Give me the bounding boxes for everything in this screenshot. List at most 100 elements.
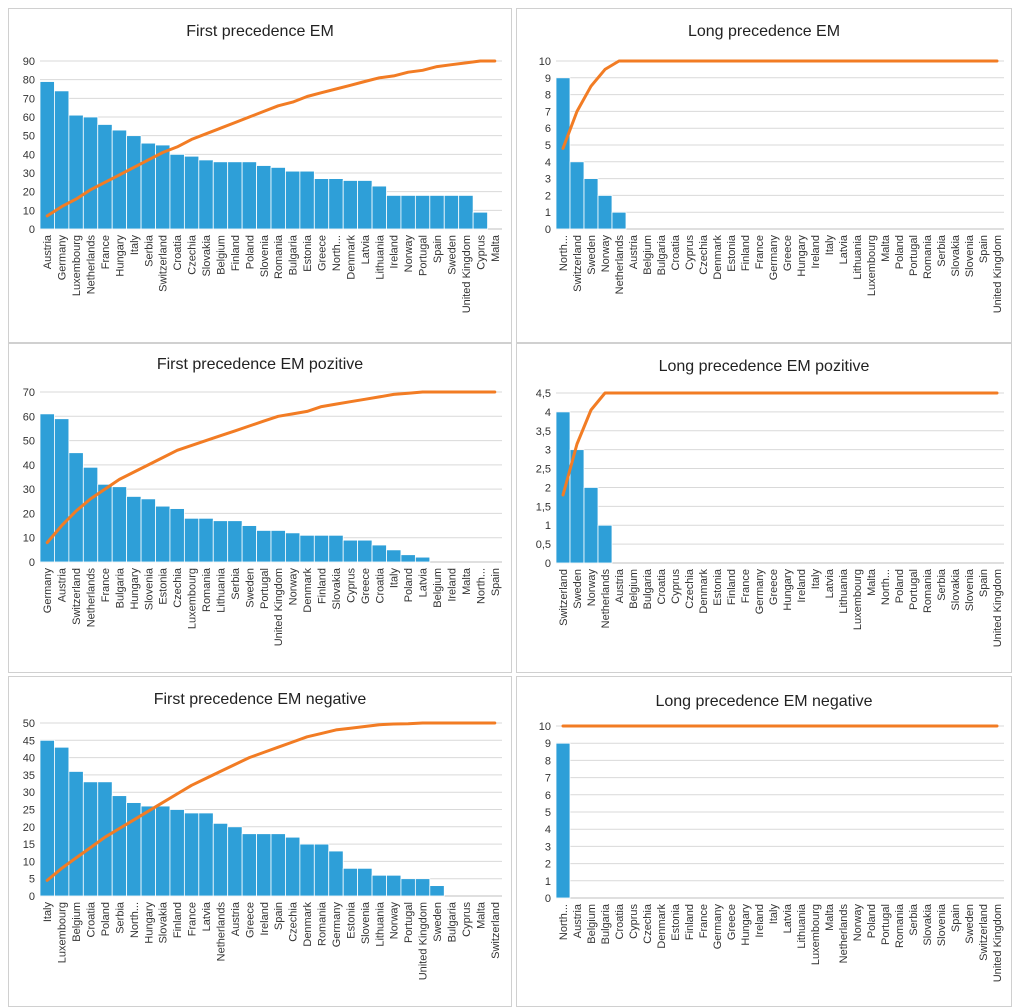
x-tick-label: Portugal [880, 904, 892, 945]
x-tick-label: Bulgaria [288, 234, 300, 275]
x-tick-label: Malta [880, 234, 892, 262]
x-tick-label: Czechia [288, 901, 300, 942]
x-tick-label: Romania [273, 234, 285, 279]
y-tick-label: 8 [545, 90, 551, 102]
x-tick-label: Switzerland [490, 902, 502, 959]
x-tick-label: Lithuania [216, 567, 228, 613]
y-tick-label: 20 [23, 508, 35, 520]
chart-title: Long precedence EM pozitive [659, 358, 870, 375]
x-tick-label: Latvia [782, 903, 794, 933]
bar [241, 833, 257, 897]
y-tick-label: 70 [23, 387, 35, 399]
bar [270, 166, 286, 230]
y-tick-label: 9 [545, 738, 551, 750]
bar [140, 805, 156, 897]
x-tick-label: Germany [42, 567, 54, 613]
bar [155, 505, 171, 563]
cumulative-line [561, 59, 999, 150]
x-tick-label: Finland [726, 569, 738, 605]
y-tick-label: 30 [23, 484, 35, 496]
x-tick-label: North... [558, 235, 570, 271]
x-tick-label: Netherlands [86, 567, 98, 627]
x-tick-label: Finland [317, 568, 329, 604]
y-tick-label: 10 [23, 856, 35, 868]
x-tick-label: Spain [273, 902, 285, 930]
bar [183, 812, 200, 897]
x-tick-label: Serbia [143, 234, 155, 267]
x-tick-label: Netherlands [600, 569, 612, 629]
chart-svg-first-em: First precedence EM 0 10 20 30 40 50 60 70 80 90 Au… [8, 8, 512, 343]
bar [256, 833, 272, 897]
x-tick-label: Latvia [824, 568, 836, 598]
x-tick-label: Austria [572, 903, 584, 938]
chart-panel-long-em-negative: Long precedence EM negative 0 1 2 3 4 5 6 7 8 9 10 N… [516, 676, 1012, 1007]
x-tick-label: Greece [726, 904, 738, 940]
bar [583, 487, 599, 564]
x-tick-label: Estonia [302, 234, 314, 272]
x-tick-label: Malta [824, 903, 836, 931]
x-tick-label: Belgium [71, 902, 83, 942]
bar [169, 508, 185, 563]
bar [371, 544, 387, 563]
x-tick-label: Luxembourg [187, 568, 199, 629]
x-tick-label: Poland [244, 235, 256, 269]
x-tick-label: Cyprus [475, 234, 487, 269]
y-tick-label: 0 [545, 893, 551, 905]
y-tick-label: 1,5 [536, 501, 551, 513]
chart-title: Long precedence EM negative [655, 693, 872, 710]
y-tick-label: 30 [23, 787, 35, 799]
x-tick-label: Hungary [114, 234, 126, 276]
bar [357, 867, 373, 897]
x-tick-label: Denmark [302, 568, 314, 613]
x-tick-label: Austria [42, 234, 54, 269]
x-tick-label: Slovakia [158, 901, 170, 943]
x-tick-label: Bulgaria [114, 567, 126, 608]
chart-panel-long-em: Long precedence EM 0 1 2 3 4 5 6 7 8 9 10 North... Sw… [516, 8, 1012, 343]
x-tick-label: Serbia [936, 234, 948, 267]
bar [386, 194, 402, 230]
x-tick-label: Finland [684, 904, 696, 940]
x-tick-label: France [740, 569, 752, 603]
x-tick-label: Hungary [129, 567, 141, 609]
x-tick-label: Cyprus [684, 235, 696, 270]
y-tick-label: 40 [23, 460, 35, 472]
x-tick-label: Spain [978, 235, 990, 263]
x-tick-label: Switzerland [572, 235, 584, 292]
y-tick-label: 2 [545, 482, 551, 494]
y-tick-label: 9 [545, 73, 551, 85]
x-tick-label: Slovakia [950, 234, 962, 276]
x-tick-label: North... [331, 235, 343, 271]
x-tick-label: Romania [201, 567, 213, 612]
bar [313, 534, 330, 563]
bar [400, 194, 416, 230]
bar [597, 194, 613, 230]
x-tick-label: Denmark [698, 569, 710, 614]
x-tick-label: Sweden [447, 235, 459, 275]
x-tick-label: Croatia [374, 567, 386, 603]
x-tick-label: Croatia [656, 568, 668, 604]
x-tick-label: Norway [389, 901, 401, 939]
y-tick-label: 4 [545, 157, 551, 169]
x-tick-label: Spain [490, 568, 502, 596]
bar [198, 517, 214, 563]
panel-border [516, 8, 1012, 343]
x-tick-label: Romania [317, 901, 329, 946]
y-tick-label: 50 [23, 436, 35, 448]
x-tick-label: Serbia [936, 568, 948, 601]
x-tick-label: Italy [824, 235, 836, 256]
y-tick-label: 0 [545, 558, 551, 570]
x-tick-label: Croatia [86, 901, 98, 937]
x-tick-label: Czechia [698, 234, 710, 275]
x-tick-label: Netherlands [86, 234, 98, 294]
x-tick-label: Latvia [201, 901, 213, 931]
y-tick-label: 4 [545, 407, 551, 419]
cumulative-line [45, 390, 497, 545]
bar [82, 116, 99, 230]
bar [68, 114, 84, 230]
bar [111, 795, 128, 897]
y-tick-label: 5 [545, 807, 551, 819]
x-tick-label: Denmark [302, 902, 314, 947]
y-tick-label: 10 [539, 56, 551, 68]
y-tick-label: 5 [29, 874, 35, 886]
x-tick-label: Slovakia [201, 234, 213, 276]
